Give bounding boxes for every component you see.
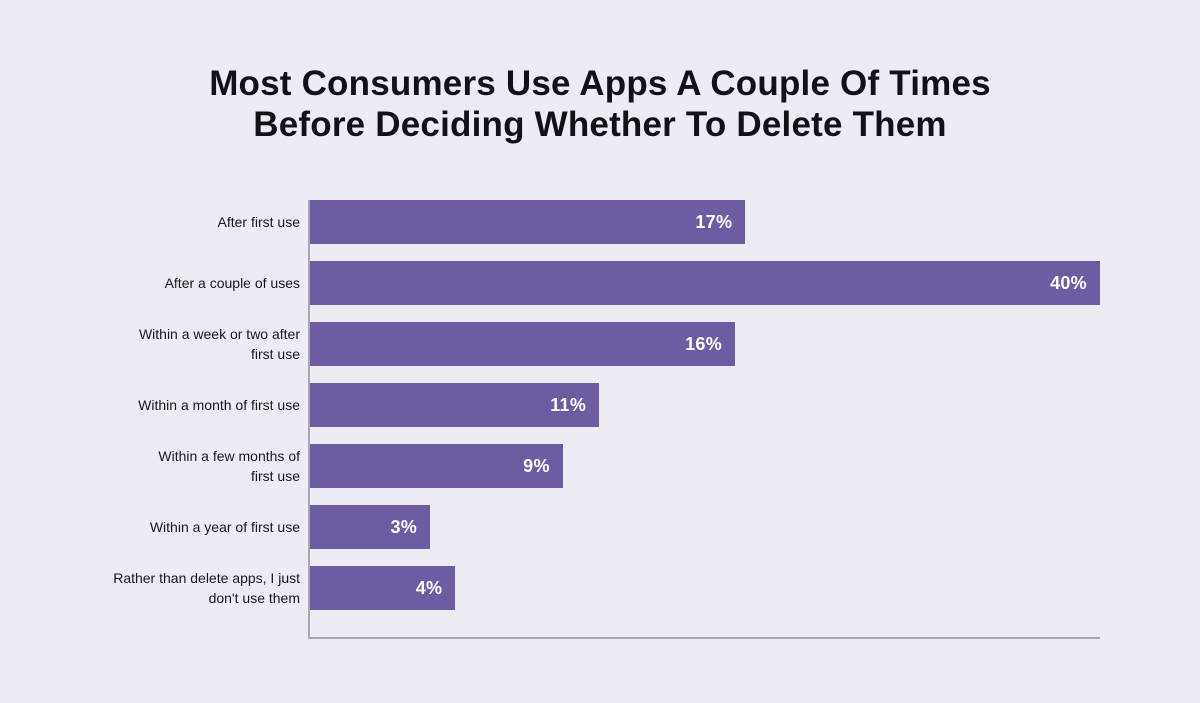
chart-row: After first use 17% [218,200,1100,244]
category-label: After first use [40,212,300,232]
plot-area: After first use 17% After a couple of uses… [113,200,1100,639]
value-label: 9% [523,455,550,476]
category-label: Within a few months of first use [40,446,300,486]
chart-row: Within a year of first use 3% [150,505,1100,549]
category-label-line: Within a year of first use [149,519,300,535]
chart-title-line1: Most Consumers Use Apps A Couple Of Time… [209,64,991,103]
category-label: Within a month of first use [40,395,300,415]
value-label: 11% [550,394,587,415]
value-label: 17% [695,211,733,232]
value-label: 4% [415,577,443,598]
chart-row: Within a week or two after first use 16% [139,322,1100,366]
value-label: 40% [1050,272,1087,293]
category-label-line: Rather than delete apps, I just [113,570,300,586]
bar: 9% [310,444,563,488]
value-label: 3% [390,516,418,537]
category-label: Within a year of first use [40,517,300,537]
category-label-line: Within a month of first use [138,397,300,413]
chart-row: Within a month of first use 11% [138,383,1100,427]
bar: 4% [310,566,456,610]
category-label-line: After first use [217,214,300,230]
bar: 3% [310,505,431,549]
category-label-line: After a couple of uses [164,275,300,291]
category-label: Rather than delete apps, I just don't use… [40,568,300,608]
chart-row: After a couple of uses 40% [165,261,1100,305]
chart-row: Within a few months of first use 9% [158,444,1100,488]
category-label-line: don't use them [208,590,300,606]
bar: 17% [310,200,746,244]
bar: 40% [310,261,1100,305]
category-label-line: first use [250,346,300,362]
category-label-line: first use [250,468,300,484]
category-label: After a couple of uses [40,273,300,293]
category-label: Within a week or two after first use [40,324,300,364]
category-label-line: Within a few months of [158,448,300,464]
bar: 16% [310,322,736,366]
chart-title-line2: Before Deciding Whether To Delete Them [253,105,947,144]
bar: 11% [310,383,600,427]
chart-title: Most Consumers Use Apps A Couple Of Time… [0,63,1200,145]
chart-row: Rather than delete apps, I just don't use… [113,566,1100,610]
value-label: 16% [685,333,723,354]
category-label-line: Within a week or two after [138,326,300,342]
